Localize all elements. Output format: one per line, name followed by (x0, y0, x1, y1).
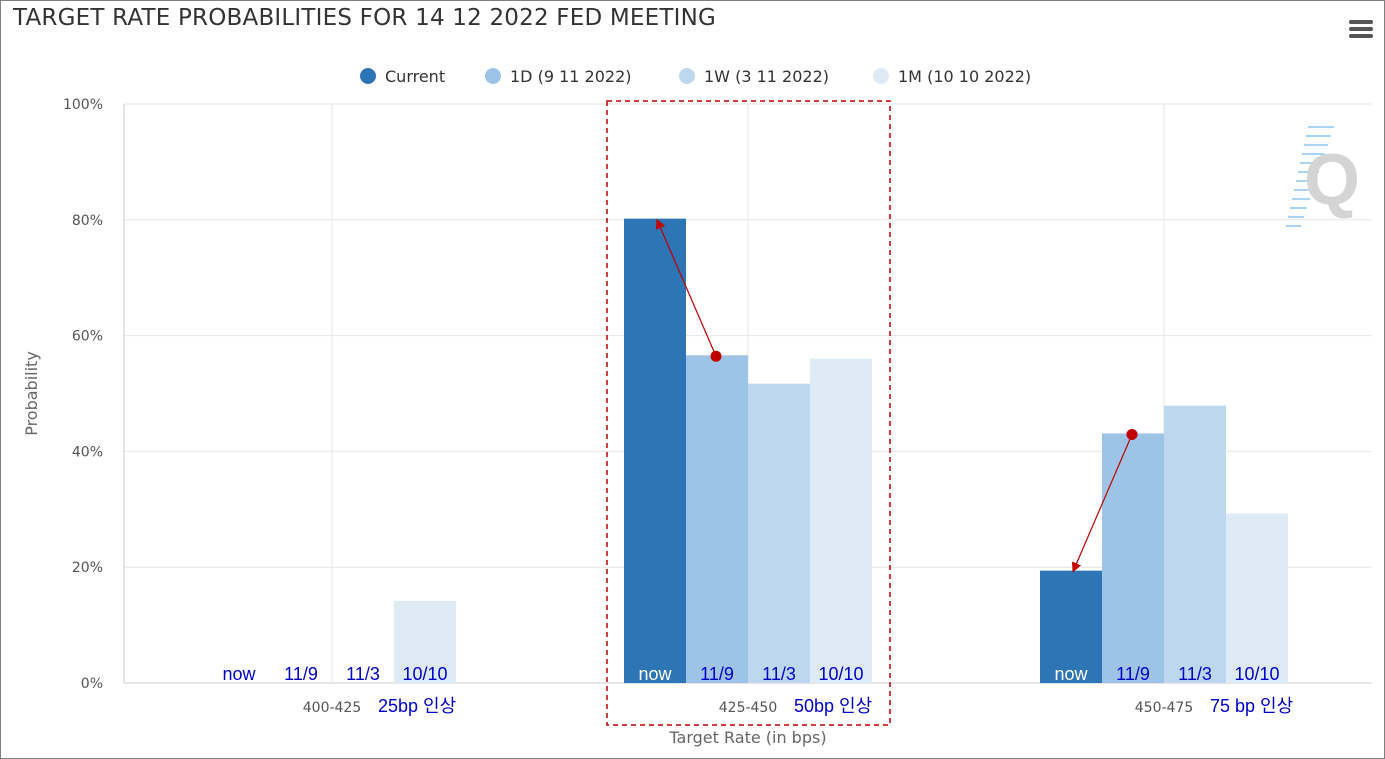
change-arrow (655, 218, 717, 357)
legend-item-0[interactable]: Current (385, 67, 445, 86)
x-tick-label: 425-450 (719, 700, 778, 716)
y-axis-title: Probability (22, 351, 41, 436)
bar-450-475-2[interactable] (1164, 405, 1226, 683)
x-axis-title: Target Rate (in bps) (668, 728, 826, 747)
chart-title: TARGET RATE PROBABILITIES FOR 14 12 2022… (13, 5, 717, 31)
legend-marker-0[interactable] (360, 68, 376, 84)
y-tick-label: 20% (72, 560, 103, 576)
y-tick-label: 80% (72, 213, 103, 229)
bar-date-label: 11/3 (1178, 664, 1212, 684)
legend-marker-1[interactable] (485, 68, 501, 84)
bar-date-label: 11/3 (346, 664, 380, 684)
arrow-origin-dot (710, 350, 722, 362)
watermark-letter: Q (1304, 140, 1360, 220)
bar-date-label: 11/9 (700, 664, 734, 684)
bar-date-label: 11/3 (762, 664, 796, 684)
bar-date-label: 10/10 (1234, 664, 1279, 684)
bar-425-450-0[interactable] (624, 218, 686, 683)
x-tick-label: 400-425 (303, 700, 362, 716)
watermark-logo-icon: Q (1286, 126, 1360, 227)
arrow-origin-dot (1126, 428, 1138, 440)
legend-item-3[interactable]: 1M (10 10 2022) (898, 67, 1031, 86)
bar-450-475-0[interactable] (1040, 570, 1102, 683)
legend-item-2[interactable]: 1W (3 11 2022) (704, 67, 829, 86)
y-tick-label: 60% (72, 329, 103, 345)
y-tick-label: 0% (81, 676, 103, 692)
legend-marker-3[interactable] (873, 68, 889, 84)
highlight-box (606, 100, 891, 726)
bar-date-label: 11/9 (284, 664, 318, 684)
category-note: 25bp 인상 (378, 696, 456, 716)
bar-425-450-3[interactable] (810, 358, 872, 683)
category-note: 50bp 인상 (794, 696, 872, 716)
bar-date-label: now (222, 664, 256, 684)
y-tick-label: 40% (72, 444, 103, 460)
bar-450-475-1[interactable] (1102, 433, 1164, 683)
bar-date-label: now (1054, 664, 1088, 684)
bar-450-475-3[interactable] (1226, 513, 1288, 683)
bar-425-450-1[interactable] (686, 355, 748, 683)
hamburger-menu-icon[interactable] (1347, 17, 1375, 41)
bar-400-425-3[interactable] (394, 600, 456, 683)
bar-date-label: 10/10 (818, 664, 863, 684)
bar-date-label: now (638, 664, 672, 684)
y-tick-label: 100% (63, 97, 103, 113)
category-note: 75 bp 인상 (1210, 696, 1293, 716)
x-tick-label: 450-475 (1135, 700, 1194, 716)
bar-425-450-2[interactable] (748, 383, 810, 683)
legend-marker-2[interactable] (679, 68, 695, 84)
legend-item-1[interactable]: 1D (9 11 2022) (510, 67, 632, 86)
change-arrow (1071, 434, 1133, 573)
bar-date-label: 11/9 (1116, 664, 1150, 684)
bar-date-label: 10/10 (402, 664, 447, 684)
